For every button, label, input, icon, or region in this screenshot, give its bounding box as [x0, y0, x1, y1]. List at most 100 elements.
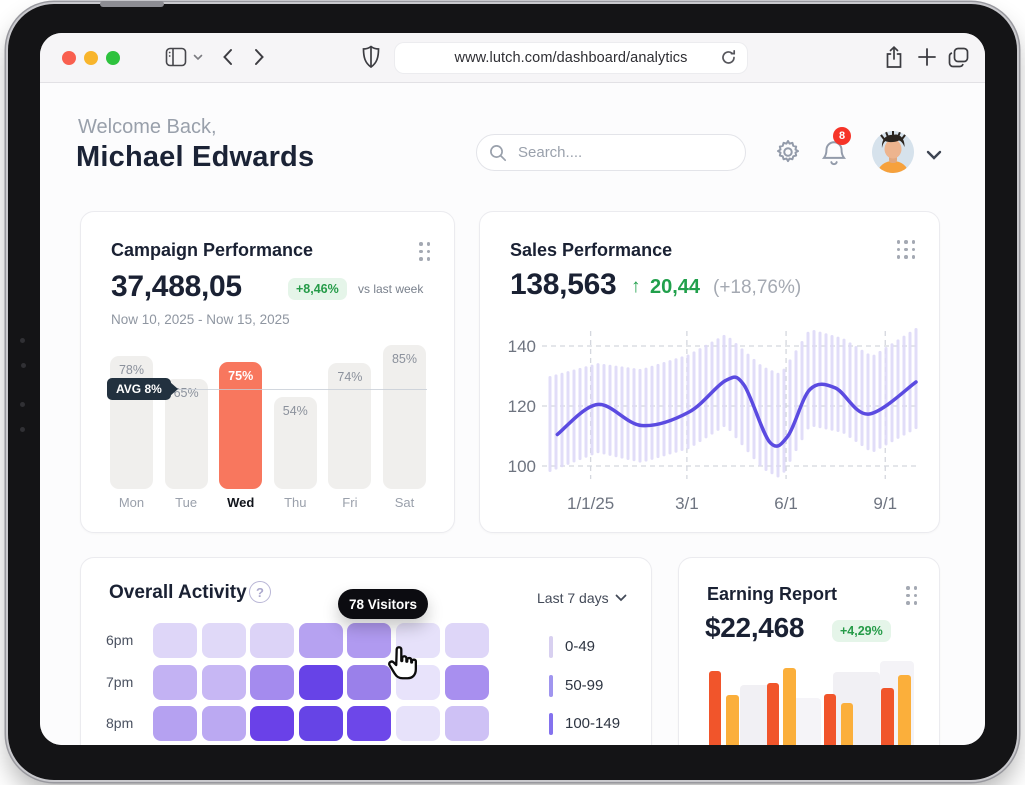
campaign-bar-tue[interactable]: 65% [164, 378, 208, 489]
notification-badge: 8 [833, 127, 851, 145]
axis-label-wed: Wed [227, 495, 255, 510]
band-bar [806, 331, 810, 430]
heatmap-cell[interactable] [444, 623, 489, 658]
earning-bar[interactable] [709, 671, 721, 745]
heatmap-cell[interactable] [298, 623, 343, 658]
x-tick-label: 9/1 [873, 494, 897, 513]
band-bar [596, 363, 600, 454]
band-bar [872, 354, 876, 453]
search-input[interactable] [516, 143, 733, 162]
heatmap-cell[interactable] [153, 664, 197, 700]
url-text: www.lutch.com/dashboard/analytics [454, 50, 688, 66]
zoom-window-button[interactable] [106, 51, 120, 65]
heatmap-cell[interactable] [201, 664, 246, 700]
heatmap-cell[interactable] [347, 664, 392, 700]
y-tick-label: 140 [508, 337, 536, 356]
heatmap-cell[interactable] [153, 706, 197, 741]
device-side-dot [21, 363, 26, 368]
date-range-dropdown[interactable]: Last 7 days [537, 590, 627, 606]
earning-bar[interactable] [767, 683, 779, 745]
minimize-window-button[interactable] [84, 51, 98, 65]
band-bar [656, 363, 660, 459]
earning-delta-badge: +4,29% [832, 620, 891, 642]
earning-bar[interactable] [783, 668, 796, 745]
overall-activity-card: Overall Activity ? 78 Visitors Last 7 da… [80, 557, 652, 745]
band-bar [728, 337, 732, 432]
bar-value-label: 54% [282, 404, 308, 419]
heatmap-cell[interactable] [201, 706, 246, 741]
privacy-shield-icon[interactable] [362, 45, 380, 69]
heatmap-cell[interactable] [347, 623, 392, 658]
band-bar [686, 354, 690, 450]
band-bar [788, 359, 792, 462]
up-arrow-icon: ↑ [631, 276, 641, 297]
forward-button[interactable] [254, 48, 265, 66]
close-window-button[interactable] [62, 51, 76, 65]
sidebar-icon[interactable] [165, 47, 187, 67]
sidebar-chevron-icon[interactable] [193, 54, 203, 61]
heatmap-cell[interactable] [347, 706, 392, 741]
reload-icon[interactable] [720, 49, 737, 71]
card-title: Sales Performance [510, 240, 673, 260]
earning-bar[interactable] [881, 688, 894, 745]
earning-bar[interactable] [841, 703, 853, 745]
band-bar [740, 348, 744, 446]
axis-label-thu: Thu [284, 495, 307, 510]
axis-label-mon: Mon [118, 495, 145, 510]
heatmap-cell[interactable] [250, 706, 295, 741]
heatmap-cell[interactable] [250, 623, 295, 658]
heatmap-cell[interactable] [298, 706, 343, 741]
band-bar [704, 344, 708, 439]
band-bar [776, 372, 780, 478]
campaign-bar-wed[interactable]: 75% [219, 361, 263, 489]
average-line [110, 389, 427, 390]
band-bar [830, 334, 834, 431]
card-title: Campaign Performance [111, 240, 314, 260]
account-chevron-icon[interactable] [926, 147, 942, 165]
drag-handle-icon[interactable] [906, 586, 917, 605]
user-avatar[interactable] [872, 131, 914, 173]
drag-handle-icon[interactable] [896, 240, 915, 259]
heatmap-cell[interactable] [444, 706, 489, 741]
band-bar [734, 343, 738, 439]
campaign-bar-thu[interactable]: 54% [273, 397, 317, 489]
user-name: Michael Edwards [76, 141, 315, 173]
heatmap-cell[interactable] [444, 664, 489, 700]
chevron-down-icon [615, 594, 627, 602]
band-bar [590, 364, 594, 456]
heatmap-cell[interactable] [250, 664, 295, 700]
bar-value-label: 85% [391, 351, 418, 366]
back-button[interactable] [222, 48, 233, 66]
legend-label: 50-99 [565, 676, 604, 694]
heatmap-cell[interactable] [396, 623, 440, 658]
earning-bar[interactable] [898, 675, 911, 745]
new-tab-icon[interactable] [917, 47, 937, 67]
campaign-delta-note: vs last week [358, 282, 424, 296]
search-box[interactable] [476, 134, 746, 171]
settings-gear-icon[interactable] [774, 138, 802, 171]
heatmap-cell[interactable] [201, 623, 246, 658]
drag-handle-icon[interactable] [419, 242, 430, 261]
band-bar [668, 360, 672, 455]
help-icon[interactable]: ? [249, 581, 271, 603]
tab-overview-icon[interactable] [948, 47, 969, 68]
band-bar [908, 331, 912, 433]
campaign-bar-mon[interactable]: 78% [110, 356, 153, 489]
earning-bar[interactable] [824, 694, 836, 745]
band-bar [782, 368, 786, 473]
share-icon[interactable] [885, 46, 903, 69]
band-bar [662, 362, 666, 457]
earning-bar[interactable] [726, 695, 739, 745]
campaign-bar-sat[interactable]: 85% [383, 344, 426, 489]
band-bar [674, 358, 678, 453]
heatmap-cell[interactable] [153, 623, 197, 658]
device-side-dot [20, 402, 25, 407]
heatmap-cell[interactable] [298, 664, 343, 700]
band-bar [608, 364, 612, 456]
notifications-bell-icon[interactable] [821, 139, 847, 172]
campaign-bar-fri[interactable]: 74% [328, 363, 372, 489]
date-range-label: Last 7 days [537, 590, 609, 606]
address-bar[interactable]: www.lutch.com/dashboard/analytics [395, 43, 747, 73]
campaign-performance-card: Campaign Performance 37,488,05 +8,46% vs… [80, 211, 455, 533]
heatmap-cell[interactable] [396, 706, 440, 741]
